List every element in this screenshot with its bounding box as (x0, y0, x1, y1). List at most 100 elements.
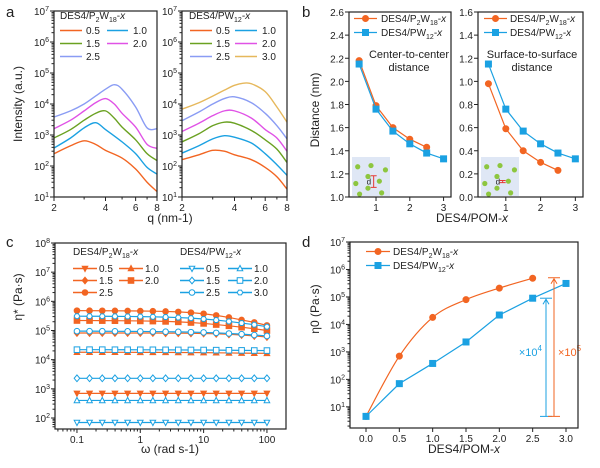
square-marker (562, 279, 570, 287)
square-marker (200, 346, 207, 354)
y-tick-label: 1.4 (459, 31, 473, 42)
circle-marker (250, 331, 258, 339)
y-tick-label: 106 (35, 296, 50, 308)
legend-label: 3.0 (254, 288, 268, 299)
y-tick-label: 105 (34, 68, 49, 80)
legend-item: 1.5 (180, 276, 220, 287)
legend-item: 2.5 (73, 288, 113, 299)
square-marker (374, 262, 382, 269)
particle-icon (382, 167, 389, 173)
legend-label: 2.5 (86, 52, 100, 63)
series-3.0 (73, 313, 271, 330)
square-marker (136, 346, 144, 354)
hexagon-marker (73, 313, 81, 320)
series-3.0 (181, 82, 288, 123)
series-line (53, 121, 158, 175)
arrow-head-icon (550, 277, 558, 285)
triangle-up-marker (199, 396, 208, 404)
legend-item: DES4/PW12-x (366, 261, 455, 274)
particle-icon (494, 173, 500, 180)
circle-marker (174, 308, 182, 316)
square-marker (174, 346, 182, 354)
triangle-down-marker (98, 390, 106, 398)
y-tick-label: 104 (330, 319, 345, 331)
y-tick-label: 108 (35, 238, 50, 250)
triangle-up-marker (161, 396, 170, 404)
diamond-marker (238, 374, 246, 383)
legend-item: 1.5 (60, 39, 100, 50)
series-line (76, 330, 267, 337)
legend-label: DES4/PW12-x (381, 28, 443, 41)
triangle-down-marker (111, 419, 119, 427)
triangle-down-marker (212, 419, 220, 427)
y-tick-label: 2.2 (330, 54, 344, 65)
legend-item: 1.0 (107, 26, 147, 37)
circle-marker (124, 307, 131, 315)
particle-icon (365, 185, 371, 191)
circle-marker (111, 327, 119, 335)
circle-marker (495, 284, 503, 292)
circle-marker (395, 352, 403, 360)
square-marker (236, 277, 244, 284)
x-tick-label: 2 (179, 203, 185, 214)
plot-frame (349, 241, 579, 429)
diamond-marker (225, 374, 233, 383)
triangle-up-marker (236, 264, 244, 272)
hexagon-marker (149, 313, 157, 320)
circle-marker (98, 327, 106, 335)
series-2.5 (53, 83, 158, 131)
hexagon-marker (136, 313, 144, 320)
circle-marker (86, 327, 93, 335)
square-marker (225, 346, 233, 354)
legend-label: 0.5 (86, 26, 100, 37)
square-marker (162, 346, 169, 354)
series-1.0 (181, 134, 288, 176)
particle-icon (376, 178, 382, 184)
hexagon-marker (86, 313, 93, 320)
circle-marker (124, 328, 131, 335)
series-line (365, 277, 533, 417)
circle-marker (537, 158, 545, 166)
legend-item: 2.5 (180, 288, 220, 299)
diamond-marker (124, 374, 132, 383)
hexagon-marker (162, 314, 169, 321)
triangle-up-marker (85, 396, 94, 404)
series-line (487, 63, 576, 160)
triangle-up-marker (149, 396, 157, 404)
x-axis-label: ω (rad s-1) (141, 442, 199, 456)
y-tick-label: 103 (34, 130, 49, 142)
x-tick-label: 1.5 (459, 434, 473, 445)
series-0.5 (181, 149, 288, 190)
legend-title: DES4/PW12-x (189, 11, 251, 24)
legend-item: 3.0 (235, 52, 276, 63)
series-DES4P2W18x (362, 274, 537, 420)
circle-marker (111, 307, 119, 315)
y-tick-label: 102 (330, 374, 345, 386)
x-axis-label: DES4/POM-x (428, 442, 501, 456)
circle-marker (162, 328, 169, 336)
x-tick-label: 6 (133, 203, 139, 214)
triangle-down-marker (73, 419, 81, 427)
y-tick-label: 1.0 (330, 193, 344, 204)
square-marker (187, 346, 195, 354)
plot-frame (53, 10, 158, 198)
circle-marker (98, 307, 106, 315)
diamond-marker (187, 374, 195, 383)
hexagon-marker (212, 317, 220, 323)
inset-background (481, 157, 519, 196)
y-tick-label: 105 (330, 292, 345, 304)
panel-label-a: a (6, 4, 15, 21)
legend-label: DES4/P2W18-x (510, 14, 576, 27)
triangle-down-marker (263, 390, 271, 398)
series-1.5 (181, 121, 288, 163)
y-tick-label: 102 (35, 413, 50, 425)
triangle-down-marker (212, 390, 220, 398)
triangle-up-marker (127, 264, 135, 272)
panel-label-c: c (6, 234, 14, 251)
triangle-down-marker (225, 390, 233, 398)
legend-item: 2.0 (235, 39, 276, 50)
circle-marker (149, 307, 157, 315)
x-tick-label: 1 (373, 203, 379, 214)
square-marker (462, 338, 470, 346)
